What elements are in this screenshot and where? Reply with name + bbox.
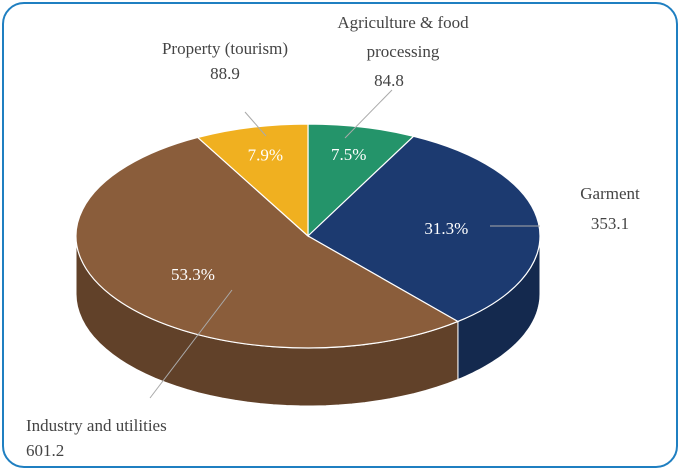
value-label: 601.2: [26, 441, 65, 460]
percent-label: 31.3%: [424, 219, 468, 238]
leader-line: [244, 111, 267, 137]
percent-label: 7.9%: [248, 145, 283, 164]
value-label: 84.8: [374, 71, 404, 90]
slice: [75, 136, 460, 349]
category-label: Agriculture & food processing: [337, 13, 469, 61]
percent-label: 53.3%: [171, 265, 215, 284]
value-label: 353.1: [590, 214, 630, 233]
leader-line: [149, 289, 233, 399]
percent-label: 7.5%: [331, 145, 366, 164]
slice: [306, 135, 541, 323]
category-label: Property (tourism): [161, 39, 289, 58]
value-label: 88.9: [210, 64, 240, 83]
category-label: Industry and utilities: [26, 416, 167, 435]
slice: [196, 123, 309, 238]
category-label: Garment: [580, 184, 640, 203]
chart-frame: [2, 2, 678, 468]
leader-line: [344, 89, 393, 139]
slice: [307, 123, 415, 238]
